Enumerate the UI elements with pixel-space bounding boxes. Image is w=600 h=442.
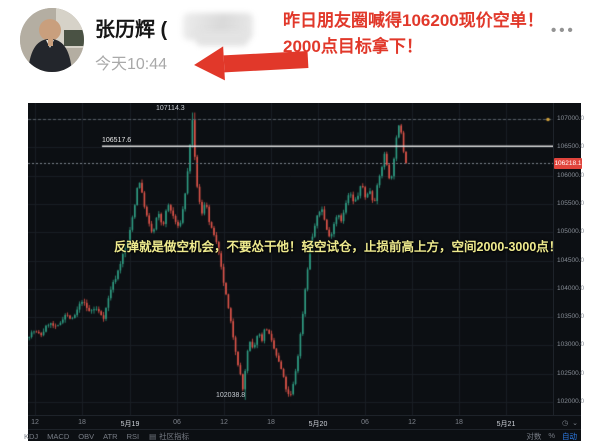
price-axis[interactable]: 106218.1 107000.0 106500.0 106000.0 105500.… [553, 103, 585, 415]
time-tick: 18 [455, 419, 463, 426]
indicator-button-kdj[interactable]: KDJ [24, 431, 39, 441]
price-tick: 104000.0 [557, 284, 585, 292]
time-tick: 06 [173, 419, 181, 426]
post-header: 张历辉 ( 今天10:44 昨日朋友圈喊得106200现价空单！ 2000点目标… [0, 0, 600, 103]
time-tick: 12 [220, 419, 228, 426]
author-name[interactable]: 张历辉 ( [95, 19, 168, 41]
post-timestamp: 今天10:44 [95, 56, 168, 73]
scale-button[interactable]: 对数 [526, 432, 542, 441]
time-tick: 12 [408, 419, 416, 426]
price-tick: 104500.0 [557, 256, 585, 264]
annotation-line-1: 昨日朋友圈喊得106200现价空单！ [283, 11, 544, 30]
price-tick: 103500.0 [557, 313, 585, 321]
price-tick: 106500.0 [557, 143, 585, 151]
price-tick: 105000.0 [557, 228, 585, 236]
clock-icon[interactable]: ◷ [562, 420, 569, 427]
indicator-list: KDJ MACD OBV ATR RSI [24, 432, 139, 441]
community-indicators-label: 社区指标 [159, 431, 190, 441]
avatar-photo [20, 8, 84, 72]
time-tick: 12 [31, 419, 39, 426]
time-axis[interactable]: ◷ ⌄ 12 18 5月19 06 12 18 5月20 06 12 18 5月21 [28, 415, 581, 430]
price-tick: 107000.0 [557, 115, 585, 122]
scale-button[interactable]: % [548, 431, 555, 440]
candlestick-canvas[interactable] [28, 103, 553, 415]
price-tick: 106000.0 [557, 171, 585, 179]
annotation-line-2: 2000点目标拿下！ [283, 37, 423, 56]
price-tick: 103000.0 [557, 341, 585, 349]
price-tick: 102000.0 [557, 398, 585, 406]
indicator-button-atr[interactable]: ATR [103, 431, 118, 441]
time-tick: 18 [267, 419, 275, 426]
indicator-button-rsi[interactable]: RSI [126, 431, 140, 441]
community-indicators-button[interactable]: ▤ 社区指标 [149, 431, 189, 442]
annotation-text: 昨日朋友圈喊得106200现价空单！ 2000点目标拿下！ [283, 8, 583, 60]
indicator-toolbar: KDJ MACD OBV ATR RSI ▤ 社区指标 对数% 自动 [24, 429, 581, 442]
arrow-shaft [223, 50, 309, 72]
scale-button[interactable]: 自动 [562, 432, 577, 441]
time-tick: 5月20 [308, 421, 328, 428]
indicator-button-macd[interactable]: MACD [47, 431, 70, 441]
arrow-head [193, 46, 225, 82]
time-tick: 5月21 [496, 421, 516, 428]
time-axis-corner: ◷ ⌄ [562, 419, 578, 427]
chevron-down-icon[interactable]: ⌄ [572, 420, 578, 427]
chart-image[interactable]: 107114.3 106517.6 102038.8 反弹就是做空机会，不要怂干… [24, 103, 585, 442]
chart-plot-area: 107114.3 106517.6 102038.8 反弹就是做空机会，不要怂干… [28, 103, 553, 415]
red-arrow-annotation [193, 42, 309, 82]
redacted-name-blur-2 [196, 31, 248, 46]
time-tick: 06 [361, 419, 369, 426]
indicator-button-obv[interactable]: OBV [78, 431, 95, 441]
last-price-badge: 106218.1 [554, 157, 582, 169]
avatar[interactable] [20, 8, 84, 72]
time-tick: 5月19 [120, 421, 140, 428]
price-tick: 105500.0 [557, 199, 585, 207]
price-tick: 102500.0 [557, 369, 585, 377]
community-indicators-icon: ▤ [149, 431, 157, 441]
time-tick: 18 [78, 419, 86, 426]
scale-buttons: 对数% 自动 [526, 431, 577, 442]
more-menu-button[interactable]: ••• [551, 22, 576, 39]
